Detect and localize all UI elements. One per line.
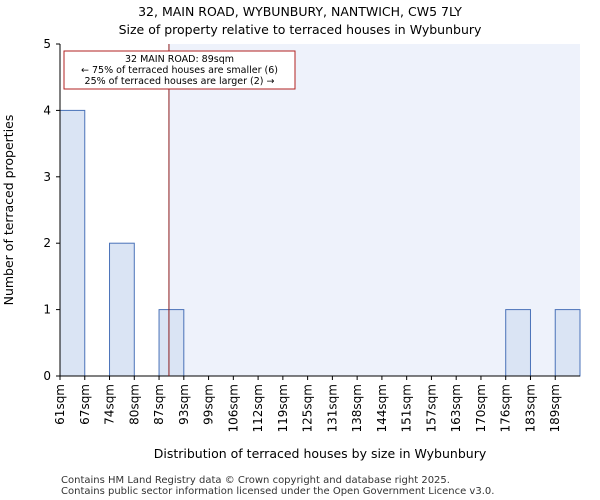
x-tick-label-176sqm: 176sqm (499, 384, 513, 432)
x-tick-label-99sqm: 99sqm (202, 384, 216, 425)
y-tick-label-3: 3 (43, 170, 51, 184)
x-tick-label-61sqm: 61sqm (53, 384, 67, 425)
annotation-box (63, 50, 296, 90)
x-tick-label-93sqm: 93sqm (177, 384, 191, 425)
footer-line1: Contains HM Land Registry data © Crown c… (61, 475, 450, 486)
footer-line2: Contains public sector information licen… (61, 486, 495, 497)
x-tick-label-125sqm: 125sqm (301, 384, 315, 432)
bar-189sqm (554, 309, 581, 377)
x-tick-label-112sqm: 112sqm (251, 384, 265, 432)
x-tick-label-189sqm: 189sqm (548, 384, 562, 432)
x-tick-label-80sqm: 80sqm (127, 384, 141, 425)
bar-176sqm (505, 309, 531, 377)
bar-87sqm (158, 309, 185, 377)
y-tick-label-2: 2 (43, 236, 51, 250)
x-axis-label: Distribution of terraced houses by size … (154, 446, 487, 461)
y-tick-label-5: 5 (43, 37, 51, 51)
x-tick-label-74sqm: 74sqm (103, 384, 117, 425)
chart-title-line2: Size of property relative to terraced ho… (118, 22, 482, 37)
x-tick-label-131sqm: 131sqm (325, 384, 339, 432)
annotation-line-3: 25% of terraced houses are larger (2) → (85, 76, 275, 87)
bar-61sqm (59, 109, 86, 377)
y-tick-label-4: 4 (43, 103, 51, 117)
chart-title-line1: 32, MAIN ROAD, WYBUNBURY, NANTWICH, CW5 … (138, 4, 462, 19)
x-tick-label-157sqm: 157sqm (424, 384, 438, 432)
x-tick-label-106sqm: 106sqm (226, 384, 240, 432)
x-tick-label-170sqm: 170sqm (474, 384, 488, 432)
y-tick-label-1: 1 (43, 303, 51, 317)
x-tick-label-138sqm: 138sqm (350, 384, 364, 432)
x-tick-label-119sqm: 119sqm (276, 384, 290, 432)
y-axis-label: Number of terraced properties (1, 115, 16, 306)
x-tick-label-183sqm: 183sqm (523, 384, 537, 432)
x-tick-label-144sqm: 144sqm (375, 384, 389, 432)
x-tick-label-87sqm: 87sqm (152, 384, 166, 425)
bar-74sqm (109, 242, 135, 377)
x-tick-label-67sqm: 67sqm (78, 384, 92, 425)
x-tick-label-151sqm: 151sqm (400, 384, 414, 432)
annotation-line-2: ← 75% of terraced houses are smaller (6) (81, 65, 278, 76)
x-tick-label-163sqm: 163sqm (449, 384, 463, 432)
y-tick-label-0: 0 (43, 369, 51, 383)
annotation-line-1: 32 MAIN ROAD: 89sqm (125, 54, 234, 65)
